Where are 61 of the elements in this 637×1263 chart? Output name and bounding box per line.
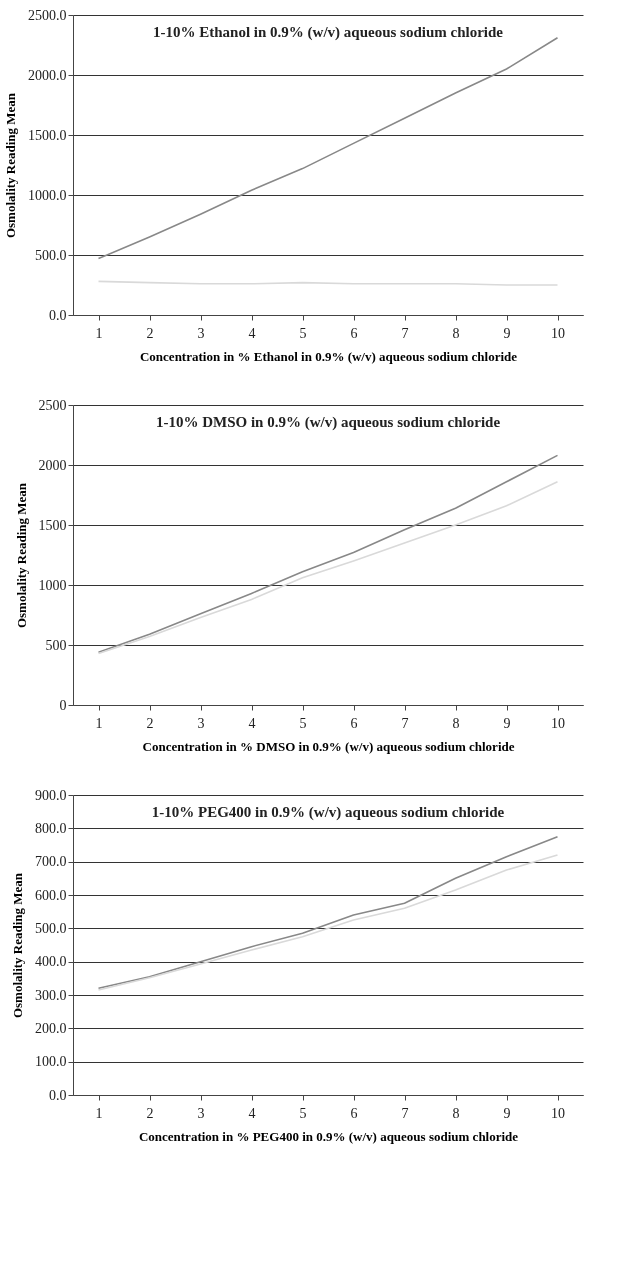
- y-tick-label: 2000.0: [28, 67, 67, 83]
- y-tick-label: 0: [59, 697, 67, 713]
- x-tick-label: 10: [551, 1105, 565, 1121]
- y-tick-label: 1500.0: [28, 127, 67, 143]
- x-tick-label: 6: [350, 715, 358, 731]
- x-axis-title: Concentration in % DMSO in 0.9% (w/v) aqueous sodium chloride: [142, 738, 515, 754]
- y-tick-label: 2500: [38, 397, 67, 413]
- x-tick-label: 9: [503, 715, 511, 731]
- y-axis-title: Osmolality Reading Mean: [10, 872, 25, 1019]
- x-tick-label: 8: [452, 1105, 460, 1121]
- x-tick-label: 2: [146, 325, 154, 341]
- y-tick-label: 1500: [38, 517, 67, 533]
- y-axis-title: Osmolality Reading Mean: [13, 482, 29, 629]
- y-tick-label: 0.0: [49, 307, 67, 323]
- y-tick-label: 900.0: [35, 787, 67, 803]
- y-tick-label: 100.0: [35, 1054, 67, 1070]
- x-tick-label: 5: [299, 325, 307, 341]
- y-tick-label: 700.0: [35, 854, 67, 870]
- y-tick-label: 2500.0: [28, 7, 67, 23]
- y-tick-label: 500.0: [35, 920, 67, 936]
- x-tick-label: 6: [350, 1105, 358, 1121]
- y-tick-label: 1000.0: [28, 187, 67, 203]
- y-tick-label: 500.0: [35, 247, 67, 263]
- x-tick-label: 9: [503, 1105, 511, 1121]
- x-tick-label: 7: [401, 325, 409, 341]
- x-axis-title: Concentration in % Ethanol in 0.9% (w/v) aqueous sodium chloride: [139, 348, 518, 364]
- text: 1-10% PEG400 in 0.9% (w/v) aqueous sodium chloride: [151, 804, 505, 821]
- x-tick-label: 4: [248, 325, 256, 341]
- y-tick-label: 500: [45, 637, 67, 653]
- x-tick-label: 6: [350, 325, 358, 341]
- x-tick-label: 5: [299, 1105, 307, 1121]
- x-tick-label: 4: [248, 1105, 256, 1121]
- text: 1-10% DMSO in 0.9% (w/v) aqueous sodium chloride: [155, 414, 501, 431]
- x-tick-label: 9: [503, 325, 511, 341]
- x-tick-label: 3: [197, 1105, 205, 1121]
- x-axis-title: Concentration in % PEG400 in 0.9% (w/v) aqueous sodium chloride: [138, 1128, 519, 1144]
- y-tick-label: 1000: [38, 577, 67, 593]
- x-tick-label: 1: [95, 715, 103, 731]
- x-tick-label: 8: [452, 715, 460, 731]
- y-tick-label: 800.0: [35, 820, 67, 836]
- x-tick-label: 7: [401, 715, 409, 731]
- y-tick-label: 400.0: [35, 954, 67, 970]
- x-tick-label: 5: [299, 715, 307, 731]
- y-tick-label: 300.0: [35, 987, 67, 1003]
- y-axis-title: Osmolality Reading Mean: [3, 92, 18, 239]
- x-tick-label: 3: [197, 715, 205, 731]
- x-tick-label: 10: [551, 325, 565, 341]
- x-tick-label: 10: [551, 715, 565, 731]
- x-tick-label: 1: [95, 1105, 103, 1121]
- y-tick-label: 600.0: [35, 887, 67, 903]
- x-tick-label: 4: [248, 715, 256, 731]
- y-tick-label: 0.0: [49, 1087, 67, 1103]
- text: 1-10% Ethanol in 0.9% (w/v) aqueous sodium chloride: [152, 24, 504, 41]
- y-tick-label: 200.0: [35, 1020, 67, 1036]
- x-tick-label: 1: [95, 325, 103, 341]
- x-tick-label: 2: [146, 715, 154, 731]
- x-tick-label: 8: [452, 325, 460, 341]
- x-tick-label: 7: [401, 1105, 409, 1121]
- x-tick-label: 3: [197, 325, 205, 341]
- x-tick-label: 2: [146, 1105, 154, 1121]
- y-tick-label: 2000: [38, 457, 67, 473]
